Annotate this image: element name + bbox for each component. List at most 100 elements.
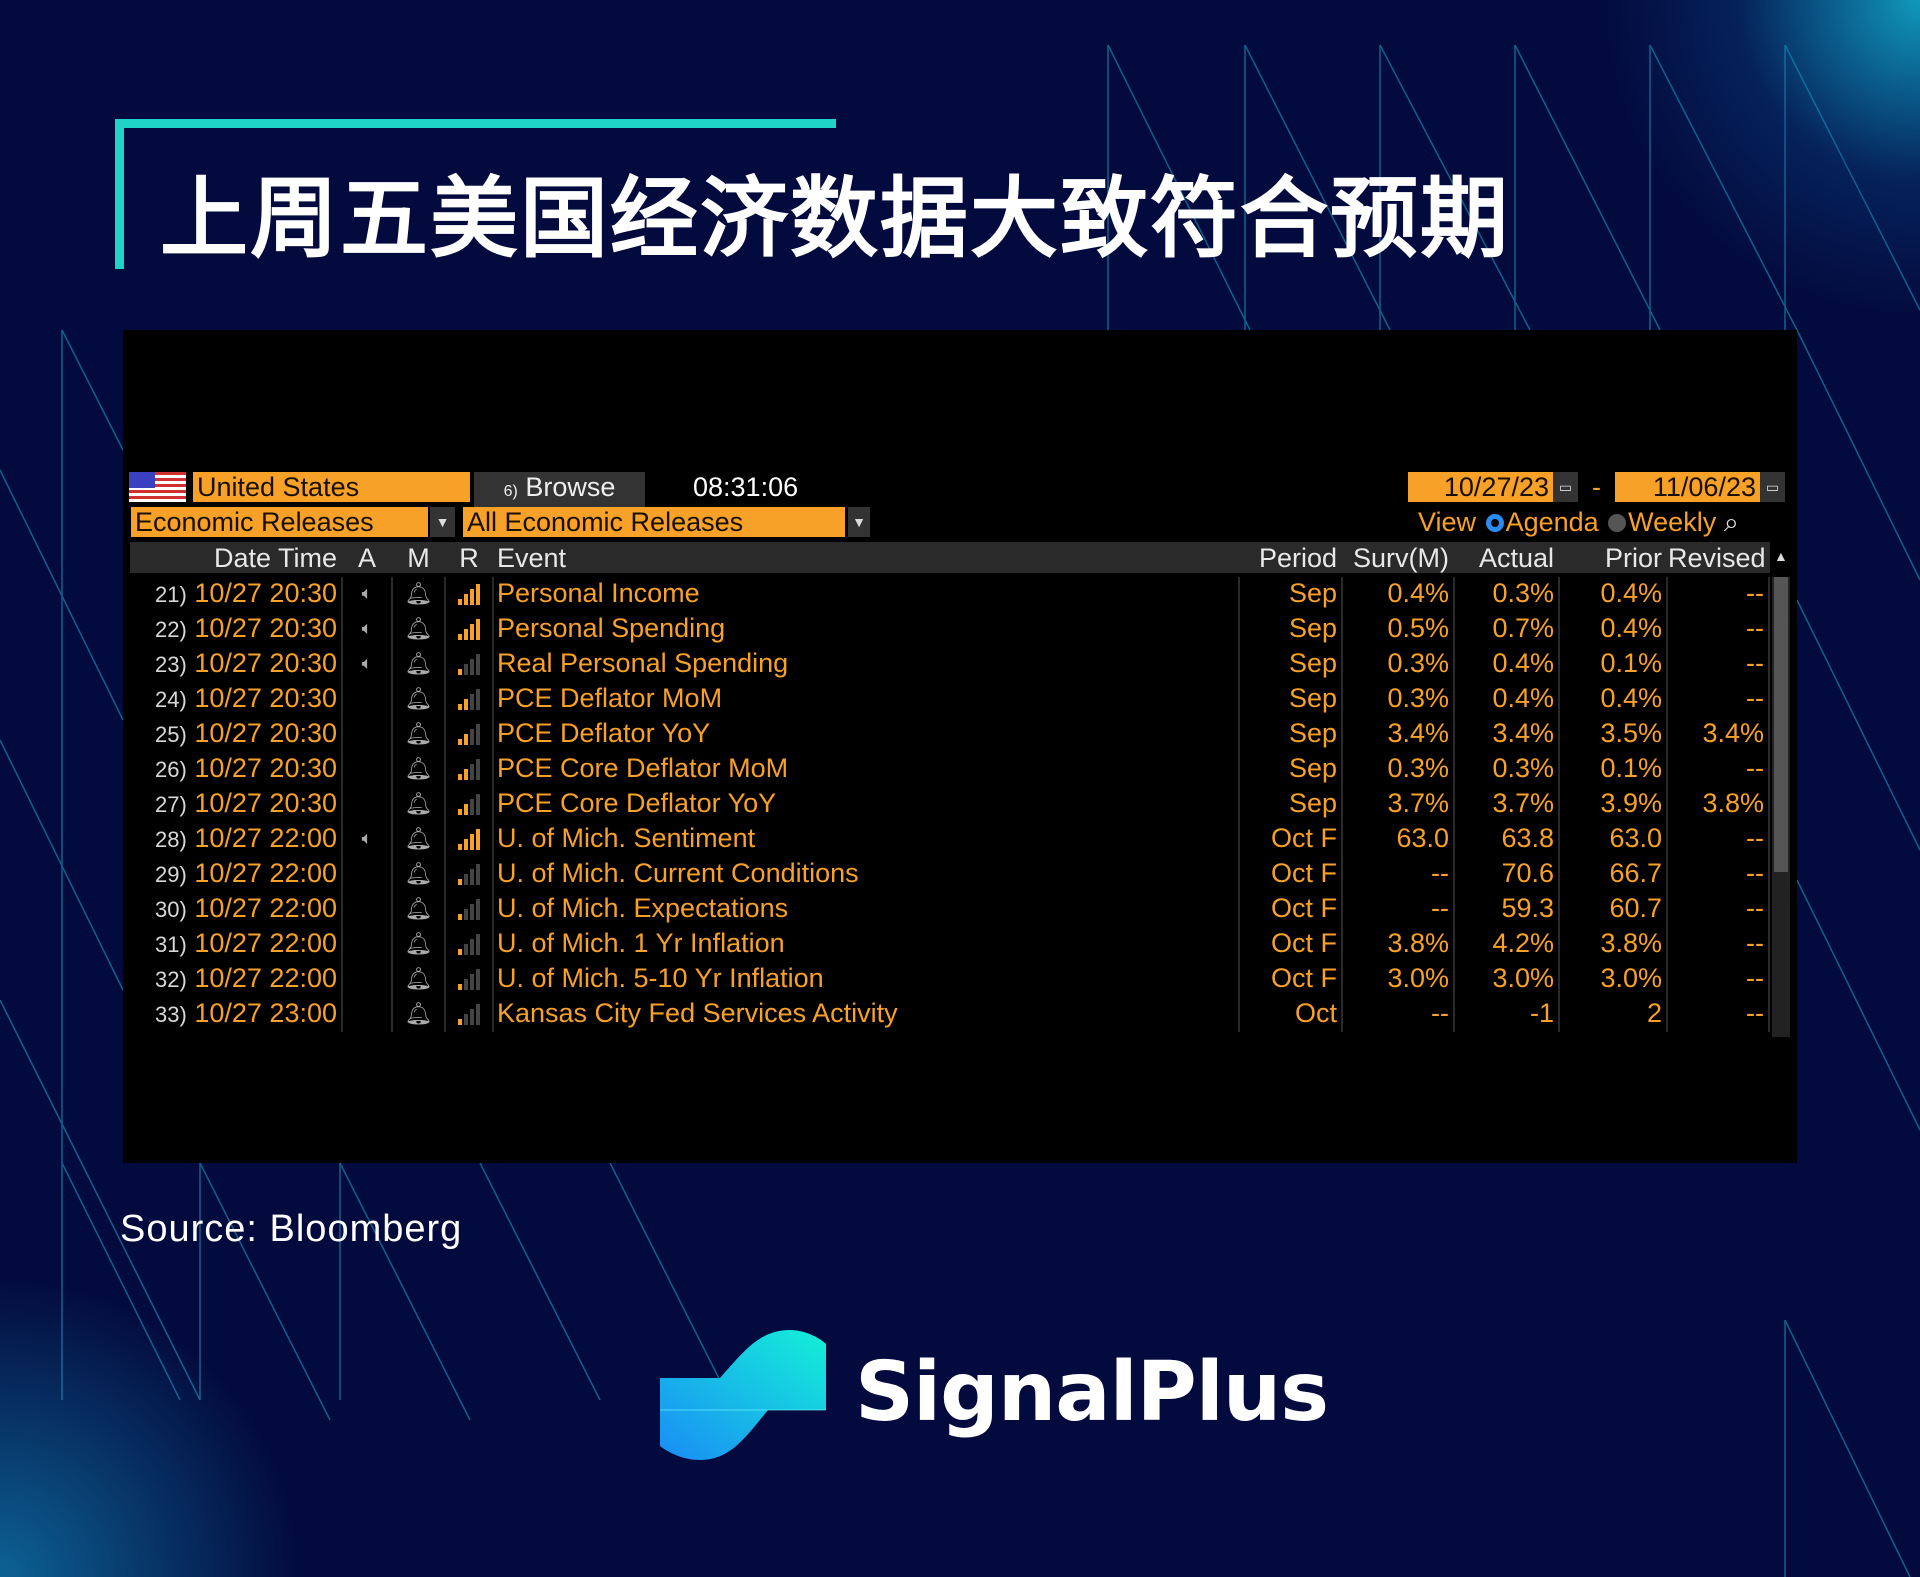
browse-button[interactable]: 6) Browse: [474, 472, 645, 507]
event-name[interactable]: PCE Core Deflator YoY: [494, 787, 1240, 822]
table-row[interactable]: 33) 10/27 23:00 🔔︎ Kansas City Fed Servi…: [130, 997, 1770, 1032]
bell-icon[interactable]: 🔔︎: [393, 962, 446, 997]
datetime-cell: 26) 10/27 20:30: [130, 752, 343, 787]
date-to-field[interactable]: 11/06/23: [1615, 472, 1760, 502]
alert-empty[interactable]: [343, 997, 393, 1032]
table-row[interactable]: 28) 10/27 22:00 🔈︎ 🔔︎ U. of Mich. Sentim…: [130, 822, 1770, 857]
speaker-icon[interactable]: 🔈︎: [343, 577, 393, 612]
relevance-bar: [470, 694, 474, 710]
bell-icon[interactable]: 🔔︎: [393, 577, 446, 612]
table-row[interactable]: 23) 10/27 20:30 🔈︎ 🔔︎ Real Personal Spen…: [130, 647, 1770, 682]
table-row[interactable]: 30) 10/27 22:00 🔔︎ U. of Mich. Expectati…: [130, 892, 1770, 927]
bell-icon[interactable]: 🔔︎: [393, 612, 446, 647]
actual-cell: 59.3: [1455, 892, 1560, 927]
event-name[interactable]: PCE Core Deflator MoM: [494, 752, 1240, 787]
event-name[interactable]: U. of Mich. Sentiment: [494, 822, 1240, 857]
signalplus-logo-icon: [660, 1330, 826, 1460]
relevance-icon: [446, 857, 494, 892]
date-from-field[interactable]: 10/27/23: [1408, 472, 1553, 502]
option-agenda[interactable]: Agenda: [1505, 507, 1599, 537]
bell-icon[interactable]: 🔔︎: [393, 927, 446, 962]
event-name[interactable]: U. of Mich. 1 Yr Inflation: [494, 927, 1240, 962]
bell-icon[interactable]: 🔔︎: [393, 892, 446, 927]
revised-cell: 3.8%: [1668, 787, 1770, 822]
radio-agenda[interactable]: [1485, 514, 1504, 532]
relevance-bar: [476, 829, 480, 850]
event-name[interactable]: U. of Mich. Current Conditions: [494, 857, 1240, 892]
datetime: 10/27 20:30: [194, 683, 337, 713]
col-alert[interactable]: A: [343, 542, 393, 573]
col-event[interactable]: Event: [494, 542, 1240, 573]
event-name[interactable]: Personal Spending: [494, 612, 1240, 647]
radio-weekly[interactable]: [1608, 514, 1627, 532]
clock-time: 08:31:06: [693, 472, 799, 502]
option-weekly[interactable]: Weekly: [1628, 507, 1717, 537]
bell-icon[interactable]: 🔔︎: [393, 787, 446, 822]
table-row[interactable]: 29) 10/27 22:00 🔔︎ U. of Mich. Current C…: [130, 857, 1770, 892]
table-row[interactable]: 32) 10/27 22:00 🔔︎ U. of Mich. 5-10 Yr I…: [130, 962, 1770, 997]
bell-icon[interactable]: 🔔︎: [393, 857, 446, 892]
filter-select[interactable]: All Economic Releases: [463, 507, 845, 537]
calendar-icon[interactable]: ▭: [1760, 472, 1785, 502]
col-datetime[interactable]: Date Time: [130, 542, 343, 573]
relevance-icon: [446, 892, 494, 927]
period-cell: Oct F: [1240, 927, 1343, 962]
chevron-down-icon[interactable]: ▼: [848, 507, 870, 537]
col-monitor[interactable]: M: [393, 542, 446, 573]
alert-empty[interactable]: [343, 717, 393, 752]
row-index: 26): [155, 757, 187, 782]
bell-icon[interactable]: 🔔︎: [393, 647, 446, 682]
speaker-icon[interactable]: 🔈︎: [343, 612, 393, 647]
col-period[interactable]: Period: [1240, 542, 1343, 573]
relevance-bar: [464, 734, 468, 745]
alert-empty[interactable]: [343, 857, 393, 892]
table-row[interactable]: 25) 10/27 20:30 🔔︎ PCE Deflator YoY Sep …: [130, 717, 1770, 752]
scroll-up-icon[interactable]: ▲: [1774, 548, 1788, 564]
alert-empty[interactable]: [343, 752, 393, 787]
relevance-bar: [476, 584, 480, 605]
prior-cell: 0.4%: [1560, 612, 1668, 647]
event-name[interactable]: U. of Mich. 5-10 Yr Inflation: [494, 962, 1240, 997]
alert-empty[interactable]: [343, 787, 393, 822]
bell-icon[interactable]: 🔔︎: [393, 682, 446, 717]
category-select[interactable]: Economic Releases: [131, 507, 428, 537]
bell-icon[interactable]: 🔔︎: [393, 752, 446, 787]
speaker-icon[interactable]: 🔈︎: [343, 647, 393, 682]
table-row[interactable]: 27) 10/27 20:30 🔔︎ PCE Core Deflator YoY…: [130, 787, 1770, 822]
bell-icon[interactable]: 🔔︎: [393, 717, 446, 752]
table-row[interactable]: 22) 10/27 20:30 🔈︎ 🔔︎ Personal Spending …: [130, 612, 1770, 647]
col-revised[interactable]: Revised: [1668, 542, 1770, 573]
period-cell: Sep: [1240, 647, 1343, 682]
table-row[interactable]: 21) 10/27 20:30 🔈︎ 🔔︎ Personal Income Se…: [130, 577, 1770, 612]
bloomberg-panel: [123, 330, 1797, 1163]
speaker-icon[interactable]: 🔈︎: [343, 822, 393, 857]
chevron-down-icon[interactable]: ▼: [430, 507, 455, 537]
bell-icon[interactable]: 🔔︎: [393, 822, 446, 857]
event-name[interactable]: Real Personal Spending: [494, 647, 1240, 682]
event-name[interactable]: Kansas City Fed Services Activity: [494, 997, 1240, 1032]
table-row[interactable]: 26) 10/27 20:30 🔔︎ PCE Core Deflator MoM…: [130, 752, 1770, 787]
col-prior[interactable]: Prior: [1560, 542, 1668, 573]
calendar-icon[interactable]: ▭: [1553, 472, 1578, 502]
relevance-bar: [470, 904, 474, 920]
alert-empty[interactable]: [343, 892, 393, 927]
alert-empty[interactable]: [343, 962, 393, 997]
bell-icon[interactable]: 🔔︎: [393, 997, 446, 1032]
event-name[interactable]: U. of Mich. Expectations: [494, 892, 1240, 927]
zoom-icon[interactable]: ⌕: [1723, 507, 1739, 537]
survey-cell: 3.4%: [1343, 717, 1455, 752]
table-row[interactable]: 24) 10/27 20:30 🔔︎ PCE Deflator MoM Sep …: [130, 682, 1770, 717]
table-row[interactable]: 31) 10/27 22:00 🔔︎ U. of Mich. 1 Yr Infl…: [130, 927, 1770, 962]
event-name[interactable]: PCE Deflator MoM: [494, 682, 1240, 717]
relevance-bar: [458, 984, 462, 990]
country-field[interactable]: United States: [193, 472, 470, 502]
col-actual[interactable]: Actual: [1455, 542, 1560, 573]
alert-empty[interactable]: [343, 682, 393, 717]
event-name[interactable]: PCE Deflator YoY: [494, 717, 1240, 752]
title-accent-bar: [115, 119, 124, 269]
event-name[interactable]: Personal Income: [494, 577, 1240, 612]
col-relevance[interactable]: R: [446, 542, 494, 573]
col-survey[interactable]: Surv(M): [1343, 542, 1455, 573]
scrollbar-thumb[interactable]: [1774, 577, 1788, 872]
alert-empty[interactable]: [343, 927, 393, 962]
